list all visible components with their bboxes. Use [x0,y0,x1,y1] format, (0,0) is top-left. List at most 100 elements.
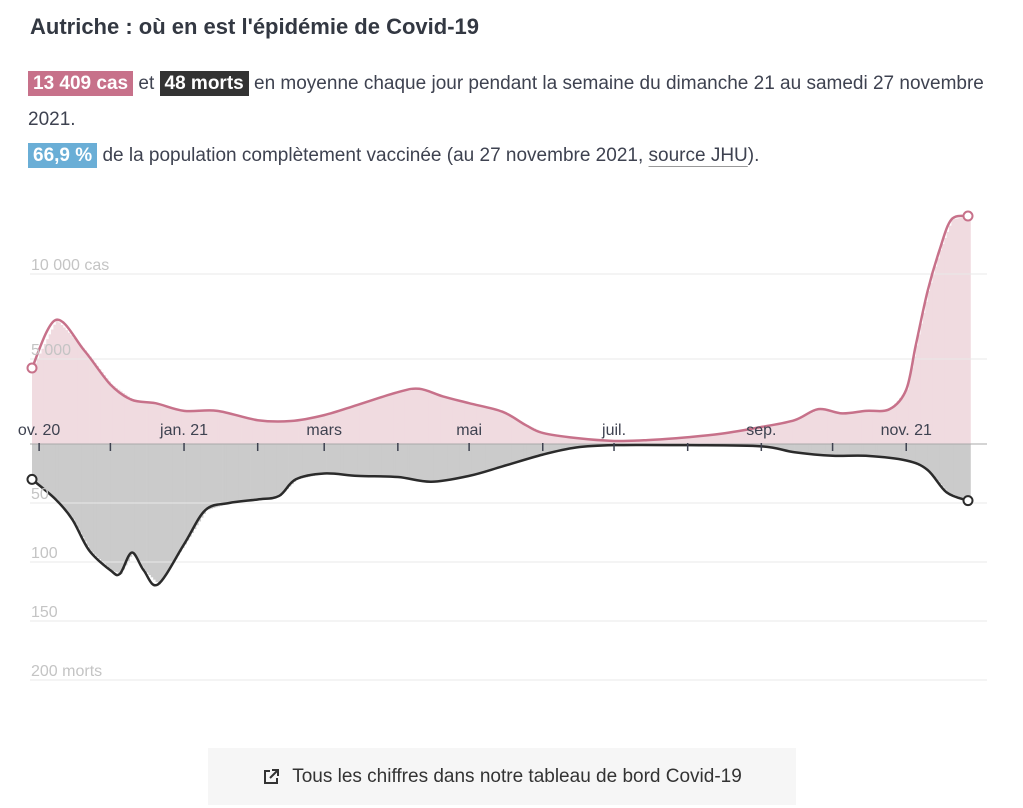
cases-bar [119,391,123,444]
cases-bar [369,401,373,444]
deaths-bar [238,444,242,502]
deaths-bar [442,444,446,480]
cases-bar [115,387,118,444]
deaths-bar [827,444,831,456]
deaths-bar [913,444,917,464]
cases-bar [371,400,375,444]
deaths-bar [264,444,268,499]
cases-bar [198,410,202,444]
cases-bar [442,396,446,444]
deaths-bar [796,444,800,453]
cases-bar [148,402,152,444]
dashboard-link-button[interactable]: Tous les chiffres dans notre tableau de … [208,748,796,805]
cases-bar [262,420,266,444]
deaths-bar [169,444,173,567]
cases-bar [597,439,601,444]
cases-bar [675,438,679,444]
cases-bar [754,428,757,444]
deaths-bar [407,444,411,479]
cases-bar [217,410,221,444]
deaths-bar [903,444,907,461]
cases-bar [226,413,230,444]
deaths-bar [34,444,38,482]
cases-bar [364,402,368,444]
deaths-bar [948,444,952,494]
deaths-bar [179,444,183,552]
cases-bar [238,415,242,444]
cases-bar [485,407,489,444]
deaths-bar [519,444,522,462]
cases-bar [960,217,964,444]
deaths-bar [846,444,850,456]
source-link[interactable]: source JHU [648,145,748,166]
deaths-bar [298,444,301,479]
cases-bar [742,430,746,444]
deaths-bar [134,444,137,557]
cases-bar [903,392,907,444]
cases-bar [763,426,767,444]
cases-bar [958,218,962,444]
cases-bar [920,323,924,444]
deaths-bar [571,444,575,449]
cases-bar [350,407,354,444]
cases-bar [219,411,223,444]
cases-bar [680,437,684,444]
deaths-bar [32,444,35,480]
cases-bar [621,440,624,444]
cases-bar [176,408,180,444]
deaths-bar [359,444,363,476]
cases-bar [542,432,546,444]
cases-bar [252,419,256,444]
cases-bar [887,409,891,444]
cases-bar [319,415,323,444]
cases-bar [433,393,437,444]
cases-bar [98,369,102,444]
cases-bar [309,417,313,444]
cases-bar [794,420,798,444]
deaths-bar [906,444,910,461]
cases-bar [65,330,69,444]
cases-bar [283,420,287,444]
cases-bar [856,411,860,444]
deaths-bar [43,444,47,490]
cases-bar [70,335,73,444]
deaths-bar [312,444,316,476]
cases-bar [210,410,213,444]
deaths-bar [944,444,948,490]
cases-bar [851,412,855,444]
deaths-bar [849,444,852,456]
deaths-bar [331,444,335,475]
cases-bar [571,437,575,444]
cases-bar [438,394,442,444]
deaths-bar [896,444,900,460]
cases-bar [86,353,90,444]
cases-bar [267,420,270,444]
cases-bar [103,375,107,444]
deaths-bar [428,444,432,482]
deaths-bar [526,444,529,460]
cases-bar [157,403,161,444]
cases-bar [450,398,453,444]
cases-bar [894,403,898,444]
deaths-bar [951,444,955,495]
cases-bar [853,412,857,444]
cases-bar [127,396,130,444]
deaths-bar [119,444,123,574]
cases-bar [937,258,940,444]
y-tick-label: 5 000 [31,342,71,359]
deaths-bar [305,444,308,478]
cases-bar [117,389,121,444]
deaths-bar [820,444,824,455]
deaths-bar [421,444,425,481]
cases-bar [336,411,339,444]
cases-bar [233,414,237,444]
cases-bar [305,418,308,444]
x-tick-label: jan. 21 [159,422,208,439]
cases-bar [834,412,838,444]
deaths-bar [371,444,375,477]
cases-bar [654,439,658,444]
deaths-bar [160,444,164,581]
cases-bar [846,412,850,444]
cases-bar [554,434,558,444]
deaths-badge: 48 morts [159,71,249,96]
